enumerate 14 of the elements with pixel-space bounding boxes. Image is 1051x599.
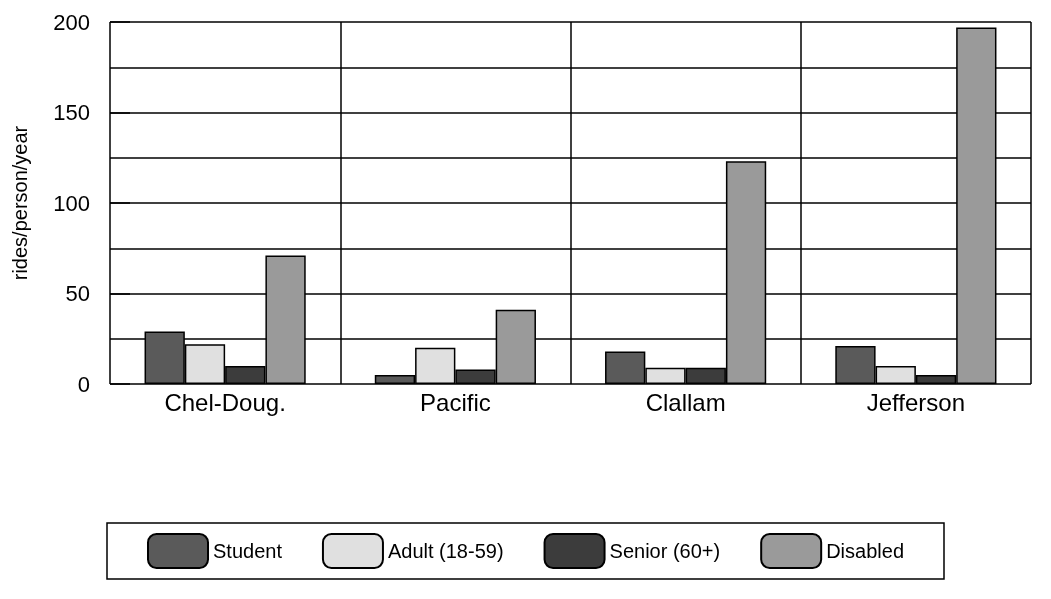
y-axis-title: rides/person/year	[9, 125, 31, 281]
y-tick-label: 50	[65, 281, 90, 306]
x-tick-label: Jefferson	[866, 388, 966, 416]
y-tick-label: 100	[53, 190, 90, 216]
y-tick-label: 150	[53, 100, 90, 125]
y-tick-label: 0	[77, 371, 90, 397]
y-tick-label: 200	[53, 9, 90, 35]
x-tick-label: Chel-Doug.	[164, 388, 286, 416]
x-tick-label: Clallam	[645, 388, 726, 416]
legend-label: Adult (18-59)	[387, 540, 504, 562]
legend-label: Student	[213, 540, 283, 562]
legend-label: Senior (60+)	[609, 540, 721, 562]
legend-label: Disabled	[826, 540, 904, 562]
x-tick-label: Pacific	[420, 388, 491, 416]
